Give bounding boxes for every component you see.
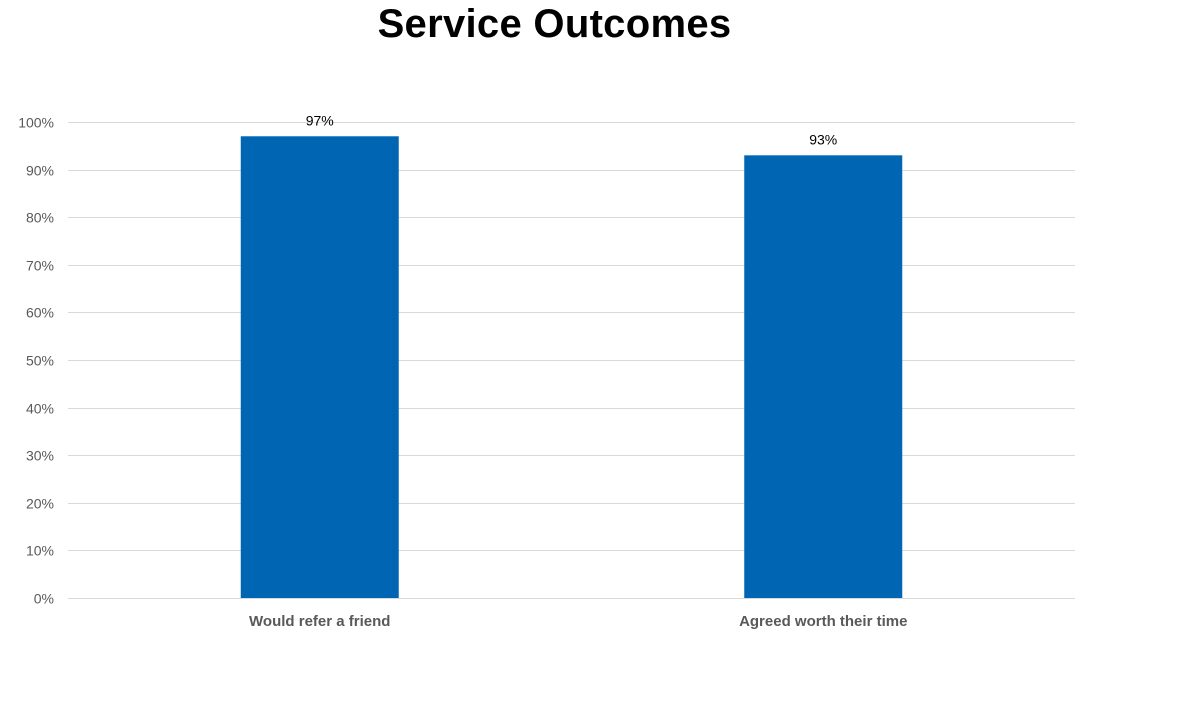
y-tick-label: 90% [26,163,54,179]
chart-title: Service Outcomes [377,2,732,46]
bar [744,155,903,598]
y-tick-label: 40% [26,401,54,417]
y-tick-label: 60% [26,305,54,321]
data-label: 97% [306,112,334,128]
x-axis-categories: Would refer a friend Agreed worth their t… [249,613,907,630]
bar [240,136,399,598]
data-labels: 97% 93% [306,112,838,147]
y-tick-label: 10% [26,543,54,559]
y-axis-ticks: 0% 10% 20% 30% 40% 50% 60% 70% 80% 90% 100% [18,115,54,607]
bars [240,136,903,598]
y-tick-label: 70% [26,258,54,274]
x-category-label: Would refer a friend [249,613,390,630]
data-label: 93% [809,131,837,147]
y-tick-label: 0% [34,591,54,607]
y-tick-label: 20% [26,496,54,512]
y-tick-label: 50% [26,353,54,369]
y-tick-label: 30% [26,448,54,464]
gridlines [68,122,1075,599]
y-tick-label: 80% [26,210,54,226]
y-tick-label: 100% [18,115,54,131]
x-category-label: Agreed worth their time [739,613,907,630]
